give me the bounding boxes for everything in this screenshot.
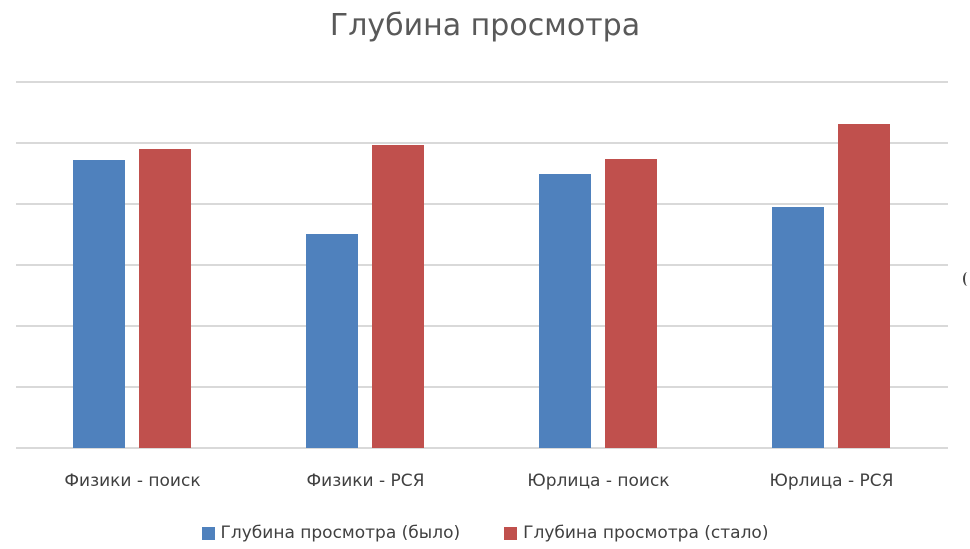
legend-swatch-blue bbox=[201, 526, 215, 540]
bar-after bbox=[139, 149, 191, 448]
gridline bbox=[16, 142, 948, 144]
bar-before bbox=[772, 207, 824, 448]
x-label: Физики - РСЯ bbox=[306, 471, 425, 491]
gridline bbox=[16, 203, 948, 205]
bar-after bbox=[838, 124, 890, 448]
plot-area bbox=[16, 81, 948, 449]
x-label: Юрлица - поиск bbox=[527, 471, 670, 491]
gridline bbox=[16, 264, 948, 266]
gridline bbox=[16, 81, 948, 83]
cropped-glyph bbox=[963, 272, 970, 286]
gridline bbox=[16, 386, 948, 388]
x-label: Физики - поиск bbox=[64, 471, 201, 491]
gridline bbox=[16, 325, 948, 327]
bar-before bbox=[306, 233, 358, 448]
chart-title: Глубина просмотра bbox=[329, 8, 641, 43]
bar-before bbox=[73, 160, 125, 448]
legend-swatch-red bbox=[504, 526, 518, 540]
legend-item-before: Глубина просмотра (было) bbox=[201, 523, 461, 543]
bar-after bbox=[605, 158, 657, 448]
gridline bbox=[16, 447, 948, 449]
legend-label: Глубина просмотра (стало) bbox=[523, 523, 769, 543]
bar-after bbox=[372, 144, 424, 448]
legend-label: Глубина просмотра (было) bbox=[220, 523, 461, 543]
x-label: Юрлица - РСЯ bbox=[769, 471, 894, 491]
bar-before bbox=[539, 174, 591, 448]
legend-item-after: Глубина просмотра (стало) bbox=[504, 523, 768, 543]
legend: Глубина просмотра (было) Глубина просмот… bbox=[0, 523, 970, 543]
